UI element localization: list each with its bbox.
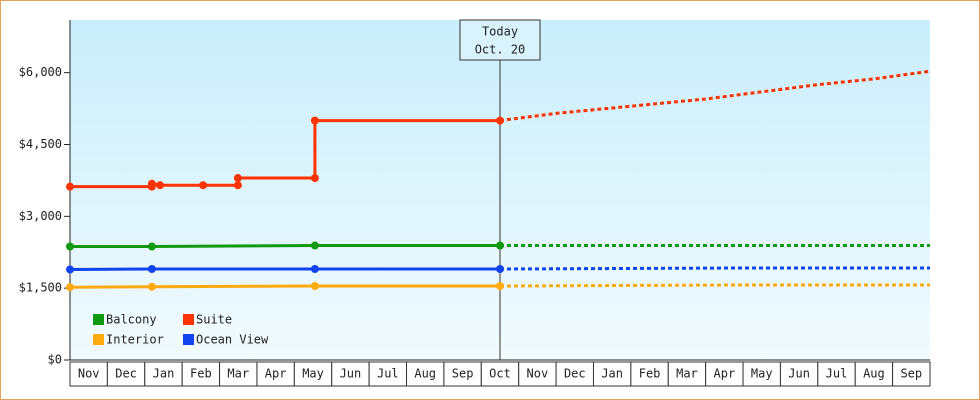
legend-label: Balcony [106, 313, 157, 327]
x-tick-box [555, 361, 594, 387]
point [310, 174, 319, 183]
x-tick-label: Apr [714, 367, 736, 381]
forecast-line [499, 266, 930, 271]
x-tick-box [705, 361, 744, 387]
legend-label: Ocean View [196, 333, 269, 347]
point [496, 241, 504, 250]
x-tick-label: Mar [227, 367, 249, 381]
point [496, 116, 504, 125]
x-tick-box [630, 361, 669, 387]
point [156, 181, 165, 190]
x-tick-label: May [302, 367, 324, 381]
legend-swatch [183, 334, 194, 345]
point [310, 265, 319, 274]
x-tick-label: Aug [863, 367, 885, 381]
series-line [70, 244, 500, 249]
x-tick-label: Jan [601, 367, 623, 381]
x-tick-label: Jun [340, 367, 362, 381]
forecast-line [499, 283, 930, 288]
x-tick-label: Dec [564, 367, 586, 381]
point [310, 282, 319, 291]
point [66, 242, 74, 251]
point [199, 181, 208, 190]
today-label: Oct. 20 [475, 43, 526, 57]
x-tick-label: Feb [639, 367, 661, 381]
x-tick-box [293, 361, 333, 387]
x-tick-box [518, 361, 557, 387]
x-tick-label: Feb [190, 367, 212, 381]
x-tick-box [219, 361, 258, 387]
forecast-line [499, 69, 931, 123]
x-tick-label: Nov [527, 367, 549, 381]
x-tick-label: Mar [676, 367, 698, 381]
x-tick-label: Sep [900, 367, 922, 381]
legend-swatch [183, 314, 194, 325]
x-tick-label: Sep [452, 367, 474, 381]
point [233, 174, 242, 183]
x-tick-label: Apr [265, 367, 287, 381]
x-tick-label: Jan [153, 367, 175, 381]
point [147, 242, 156, 251]
y-tick-label: $6,000 [19, 65, 62, 79]
x-tick-box [742, 361, 781, 387]
x-tick-label: Jul [826, 367, 848, 381]
x-tick-box [406, 361, 445, 387]
x-tick-label: Jun [788, 367, 810, 381]
legend-label: Suite [196, 313, 232, 327]
x-tick-label: Dec [115, 367, 137, 381]
x-tick-label: Oct [489, 367, 511, 381]
x-tick-box [331, 361, 370, 387]
today-label: Today [482, 25, 518, 39]
x-tick-box [892, 361, 931, 387]
x-tick-box [779, 361, 819, 387]
x-tick-box [181, 361, 221, 387]
legend-swatch [93, 334, 104, 345]
point [147, 265, 156, 274]
x-tick-box [368, 361, 408, 387]
point [147, 282, 156, 291]
x-tick-box [256, 361, 295, 387]
legend-swatch [93, 314, 104, 325]
x-tick-box [106, 361, 146, 387]
series-line [69, 284, 500, 289]
y-tick-label: $3,000 [19, 209, 62, 223]
y-tick-label: $4,500 [19, 137, 62, 151]
x-tick-label: Aug [414, 367, 436, 381]
point [147, 179, 156, 188]
x-tick-box [667, 361, 707, 387]
point [310, 241, 319, 250]
point [496, 265, 504, 274]
y-tick-label: $0 [48, 353, 62, 367]
point [496, 282, 504, 291]
y-tick-label: $1,500 [19, 281, 62, 295]
x-tick-box [592, 361, 632, 387]
x-tick-label: Jul [377, 367, 399, 381]
x-tick-label: May [751, 367, 773, 381]
legend-label: Interior [106, 333, 164, 347]
today-box [459, 19, 541, 61]
point [66, 265, 74, 274]
point [233, 181, 242, 190]
x-tick-box [69, 361, 108, 387]
x-tick-box [144, 361, 183, 387]
point [66, 283, 74, 292]
x-tick-label: Nov [78, 367, 100, 381]
point [310, 116, 319, 125]
point [66, 182, 74, 191]
